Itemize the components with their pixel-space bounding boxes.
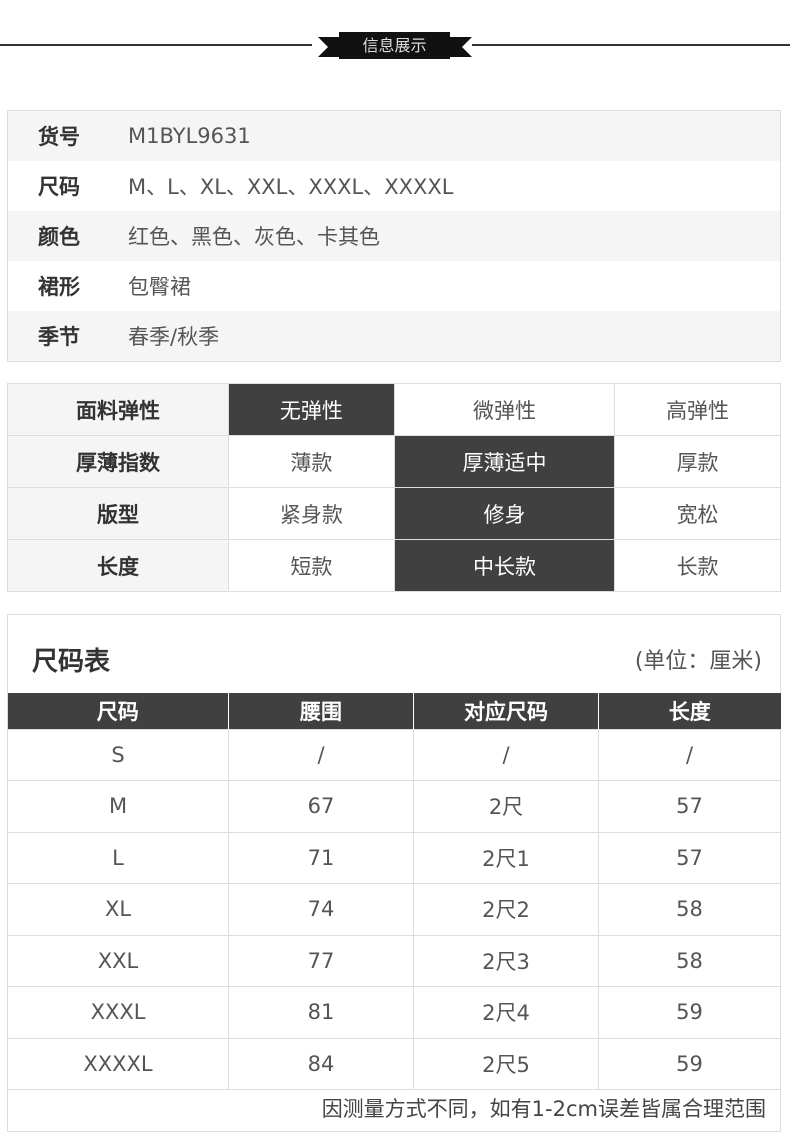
size-cell: 58 [598, 883, 781, 936]
size-cell: L [7, 831, 229, 884]
size-header-cell: 长度 [598, 693, 781, 729]
attribute-option: 厚款 [614, 435, 781, 488]
size-cell: 67 [228, 780, 414, 833]
size-cell: 2尺5 [413, 1037, 599, 1090]
size-cell: 59 [598, 986, 781, 1039]
size-header-cell: 腰围 [228, 693, 414, 729]
attribute-option-selected: 中长款 [393, 539, 616, 592]
size-table: 尺码 腰围 对应尺码 长度 S / / / M 67 2尺 57 L 71 2尺1 57 XL 74 2尺2 58 XX… [7, 693, 781, 1090]
attribute-grid: 面料弹性 无弹性 微弹性 高弹性 厚薄指数 薄款 厚薄适中 厚款 版型 紧身款 修身 宽松 长度 短款 中长… [7, 383, 781, 592]
size-cell: XXL [7, 934, 229, 987]
attribute-label: 长度 [7, 539, 229, 592]
attribute-row: 厚薄指数 薄款 厚薄适中 厚款 [7, 435, 781, 488]
attribute-label: 版型 [7, 487, 229, 540]
size-cell: 58 [598, 934, 781, 987]
size-cell: 59 [598, 1037, 781, 1090]
section-title: 信息展示 [339, 32, 450, 59]
info-value: 红色、黑色、灰色、卡其色 [128, 225, 380, 249]
info-row: 裙形 包臀裙 [8, 261, 780, 311]
divider-left [0, 44, 312, 46]
attribute-row: 面料弹性 无弹性 微弹性 高弹性 [7, 383, 781, 436]
attribute-label: 面料弹性 [7, 383, 229, 436]
info-key: 货号 [38, 125, 80, 149]
ribbon-tail-right [450, 37, 472, 57]
size-row: XXXL 81 2尺4 59 [7, 986, 781, 1039]
attribute-option-selected: 无弹性 [228, 383, 395, 436]
size-cell: 57 [598, 780, 781, 833]
info-key: 尺码 [38, 175, 80, 199]
size-header-cell: 对应尺码 [413, 693, 599, 729]
divider-right [472, 44, 790, 46]
ribbon-tail-left [318, 37, 340, 57]
size-header-cell: 尺码 [7, 693, 229, 729]
attribute-option: 长款 [614, 539, 781, 592]
attribute-option-selected: 修身 [393, 487, 616, 540]
size-cell: XXXL [7, 986, 229, 1039]
info-key: 颜色 [38, 225, 80, 249]
info-value: M、L、XL、XXL、XXXL、XXXXL [128, 175, 454, 199]
size-cell: 77 [228, 934, 414, 987]
size-cell: 74 [228, 883, 414, 936]
attribute-option: 高弹性 [614, 383, 781, 436]
info-key: 季节 [38, 325, 80, 349]
attribute-label: 厚薄指数 [7, 435, 229, 488]
info-key: 裙形 [38, 275, 80, 299]
info-row: 尺码 M、L、XL、XXL、XXXL、XXXXL [8, 161, 780, 211]
attribute-option: 紧身款 [228, 487, 395, 540]
size-cell: / [413, 728, 599, 781]
size-cell: 2尺2 [413, 883, 599, 936]
size-cell: 2尺3 [413, 934, 599, 987]
attribute-option-selected: 厚薄适中 [393, 435, 616, 488]
size-cell: 2尺 [413, 780, 599, 833]
size-chart: 尺码表 (单位：厘米) 尺码 腰围 对应尺码 长度 S / / / M 67 2尺 57 L 71 2尺1 5… [7, 614, 781, 1132]
info-value: M1BYL9631 [128, 124, 251, 148]
info-row: 季节 春季/秋季 [8, 311, 780, 361]
size-row: XL 74 2尺2 58 [7, 883, 781, 936]
size-row: XXXXL 84 2尺5 59 [7, 1037, 781, 1090]
size-row: XXL 77 2尺3 58 [7, 934, 781, 987]
size-row: M 67 2尺 57 [7, 780, 781, 833]
size-cell: XL [7, 883, 229, 936]
size-cell: 2尺4 [413, 986, 599, 1039]
info-value: 春季/秋季 [128, 325, 220, 349]
size-cell: M [7, 780, 229, 833]
attribute-row: 长度 短款 中长款 长款 [7, 539, 781, 592]
attribute-option: 微弹性 [393, 383, 616, 436]
size-row: S / / / [7, 728, 781, 781]
size-cell: XXXXL [7, 1037, 229, 1090]
size-cell: 2尺1 [413, 831, 599, 884]
size-header-row: 尺码 腰围 对应尺码 长度 [7, 693, 781, 729]
size-row: L 71 2尺1 57 [7, 831, 781, 884]
info-value: 包臀裙 [128, 275, 191, 299]
size-chart-title: 尺码表 [32, 647, 111, 677]
size-cell: / [598, 728, 781, 781]
attribute-row: 版型 紧身款 修身 宽松 [7, 487, 781, 540]
size-cell: S [7, 728, 229, 781]
attribute-option: 短款 [228, 539, 395, 592]
size-cell: / [228, 728, 414, 781]
size-chart-unit: (单位：厘米) [634, 649, 762, 674]
size-cell: 57 [598, 831, 781, 884]
size-cell: 81 [228, 986, 414, 1039]
size-cell: 71 [228, 831, 414, 884]
size-note: 因测量方式不同，如有1-2cm误差皆属合理范围 [321, 1097, 766, 1121]
info-row: 货号 M1BYL9631 [8, 111, 780, 161]
info-row: 颜色 红色、黑色、灰色、卡其色 [8, 211, 780, 261]
size-cell: 84 [228, 1037, 414, 1090]
attribute-option: 宽松 [614, 487, 781, 540]
attribute-option: 薄款 [228, 435, 395, 488]
product-info: 货号 M1BYL9631 尺码 M、L、XL、XXL、XXXL、XXXXL 颜色 红色… [7, 110, 781, 362]
